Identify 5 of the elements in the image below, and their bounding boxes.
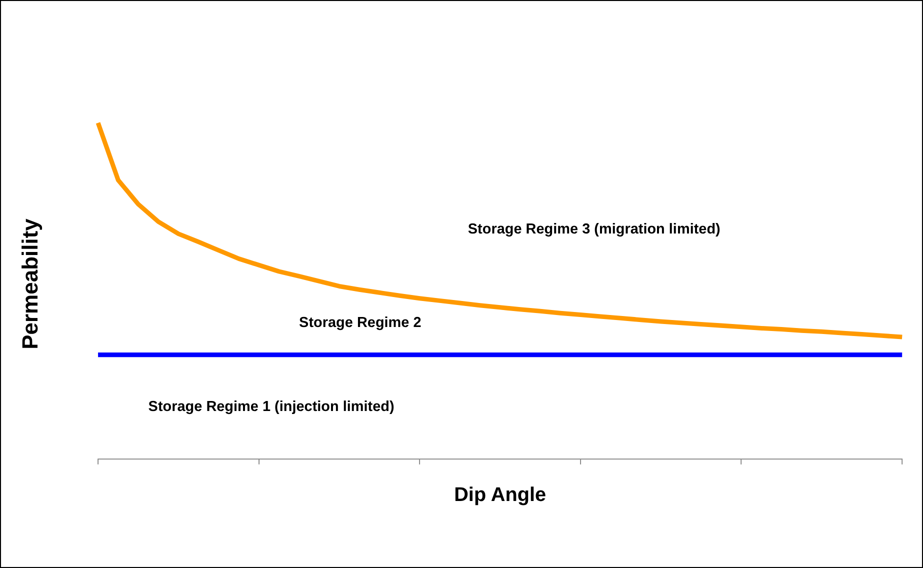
x-axis-title: Dip Angle xyxy=(454,484,546,506)
annotation: Storage Regime 3 (migration limited) xyxy=(468,222,721,238)
annotation: Storage Regime 1 (injection limited) xyxy=(148,399,394,416)
annotation: Storage Regime 2 xyxy=(299,315,422,332)
y-axis-title: Permeability xyxy=(17,218,43,350)
